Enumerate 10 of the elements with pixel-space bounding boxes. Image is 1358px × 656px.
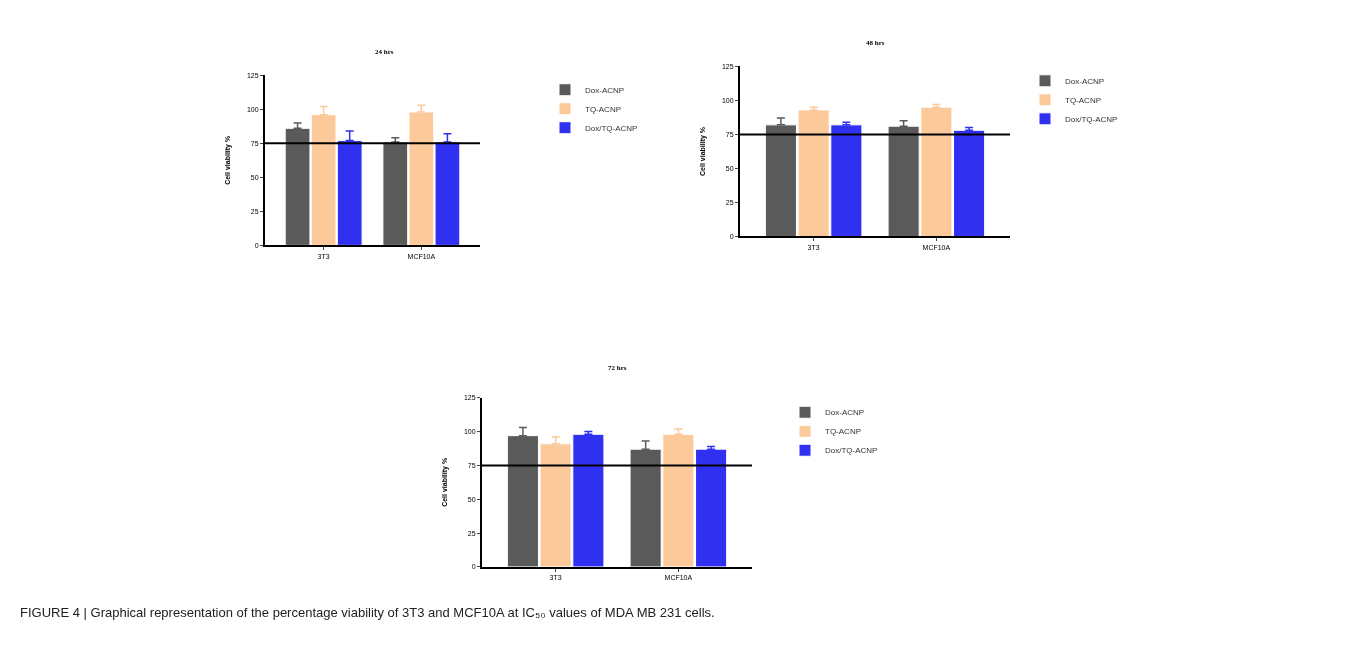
legend-label: Dox/TQ-ACNP (585, 123, 638, 133)
legend-label: Dox/TQ-ACNP (1065, 114, 1118, 124)
legend-label: TQ-ACNP (1065, 95, 1101, 105)
legend-label: TQ-ACNP (585, 104, 621, 114)
caption: FIGURE 4 | Graphical representation of the percentage viability of 3T3 and MCF10A at IC₅₀ values of MDA MB 231 cells. (20, 605, 715, 620)
legend-label: Dox-ACNP (585, 85, 625, 95)
legend-label: Dox-ACNP (825, 408, 865, 418)
legend-label: Dox/TQ-ACNP (825, 446, 878, 456)
legend-label: TQ-ACNP (825, 427, 861, 437)
legend-label: Dox-ACNP (1065, 76, 1105, 86)
